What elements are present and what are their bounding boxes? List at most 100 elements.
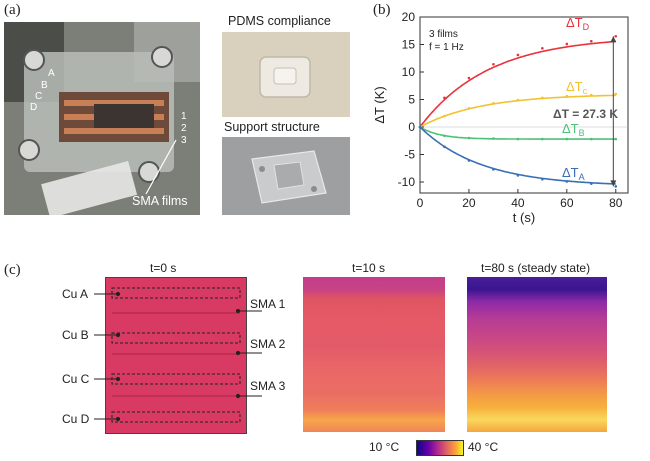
- series-point: [443, 145, 446, 149]
- support-photo: [222, 137, 350, 215]
- series-point: [516, 53, 520, 57]
- series-point: [418, 125, 422, 129]
- series-label-sub: D: [583, 22, 590, 32]
- support-photo-art: [222, 137, 350, 215]
- series-point: [516, 98, 520, 102]
- electrode-letter: A: [48, 68, 55, 79]
- y-tick-label: -5: [404, 148, 415, 162]
- y-tick-label: -10: [398, 175, 416, 189]
- panel-a-label: (a): [4, 2, 21, 18]
- series-point: [467, 107, 471, 110]
- series-point: [492, 102, 495, 105]
- series-point: [589, 93, 593, 97]
- y-tick-label: 20: [402, 10, 416, 24]
- y-axis-label: ΔT (K): [372, 86, 387, 123]
- frame-title-1: t=10 s: [352, 261, 386, 275]
- chart-series: [418, 34, 618, 188]
- series-label: ΔTc: [566, 79, 588, 96]
- span-annotation: ΔT = 27.3 K: [553, 107, 618, 121]
- series-label: ΔTD: [566, 15, 590, 32]
- series-point: [467, 136, 471, 140]
- chart-annotation: f = 1 Hz: [429, 42, 464, 53]
- colorbar-min-label: 10 °C: [369, 440, 400, 454]
- frame-title-2-time: t=80 s: [481, 261, 515, 275]
- y-tick-label: 10: [402, 65, 416, 79]
- temperature-chart: 0 20 40 60 80 -10 -5 0 5 10 15 20 t (s) ΔT (K) 3 film…: [372, 10, 629, 225]
- thermal-frame-t80: [467, 277, 607, 432]
- series-point: [541, 47, 544, 50]
- colorbar: [416, 440, 464, 456]
- electrode-letter: B: [41, 80, 48, 91]
- x-tick-label: 0: [417, 196, 424, 210]
- cu-label-c: Cu C: [62, 372, 90, 386]
- series-point: [492, 168, 495, 171]
- series-label-main: ΔT: [566, 15, 583, 30]
- series-point: [589, 182, 593, 185]
- x-tick-label: 80: [609, 196, 623, 210]
- series-label-sub: A: [579, 172, 585, 182]
- film-number: 2: [181, 123, 187, 134]
- cu-label-a: Cu A: [62, 287, 89, 301]
- series-point: [565, 137, 569, 141]
- x-tick-label: 60: [560, 196, 574, 210]
- pdms-photo: [222, 32, 350, 117]
- panel-c-label: (c): [4, 262, 21, 278]
- x-tick-label: 40: [511, 196, 525, 210]
- colorbar-max-label: 40 °C: [468, 440, 499, 454]
- pdms-caption: PDMS compliance: [228, 14, 331, 28]
- series-point: [614, 92, 618, 96]
- series-point: [467, 76, 471, 80]
- panel-b-label: (b): [373, 2, 391, 18]
- series-label-sub: B: [579, 128, 585, 138]
- chart-axes: 0 20 40 60 80 -10 -5 0 5 10 15 20 t (s) ΔT (K): [372, 10, 629, 225]
- film-number: 3: [181, 135, 187, 146]
- electrode-letter: C: [35, 91, 43, 102]
- span-arrow-head-top: [610, 36, 617, 43]
- frame-title-2: t=80 s (steady state): [481, 261, 590, 275]
- series-label-main: ΔT: [566, 79, 583, 94]
- cu-label-b: Cu B: [62, 328, 89, 342]
- series-point: [516, 137, 520, 141]
- series-point: [565, 94, 569, 98]
- span-arrow-head-bottom: [610, 180, 617, 187]
- thermal-frame-t0: [105, 277, 247, 434]
- series-point: [614, 185, 618, 188]
- support-caption: Support structure: [224, 120, 320, 134]
- series-label-main: ΔT: [562, 165, 579, 180]
- series-point: [614, 34, 618, 38]
- series-label-main: ΔT: [562, 121, 579, 136]
- series-point: [443, 96, 446, 100]
- sma-films-caption: SMA films: [132, 194, 188, 208]
- series-point: [541, 137, 544, 141]
- series-line-0: [419, 40, 616, 128]
- electrode-letter: D: [30, 102, 38, 113]
- x-axis-label: t (s): [513, 210, 535, 225]
- series-point: [443, 114, 446, 118]
- chart-annotation: 3 films: [429, 29, 458, 40]
- pdms-photo-art: [222, 32, 350, 117]
- series-point: [565, 180, 569, 183]
- sma-label-3: SMA 3: [250, 379, 286, 393]
- series-label: ΔTB: [562, 121, 585, 138]
- device-photo: A B C D 1 2 3 SMA films: [4, 22, 200, 215]
- series-point: [589, 39, 593, 43]
- sma-label-2: SMA 2: [250, 337, 286, 351]
- sma-label-1: SMA 1: [250, 297, 286, 311]
- series-point: [565, 42, 569, 46]
- plot-frame: [419, 16, 629, 194]
- device-photo-art: [4, 22, 200, 215]
- series-point: [492, 63, 495, 66]
- frame-title-2-note: (steady state): [517, 261, 591, 275]
- series-point: [443, 134, 446, 138]
- series-point: [541, 96, 544, 100]
- series-point: [516, 174, 520, 177]
- series-label-sub: c: [583, 86, 588, 96]
- film-number: 1: [181, 111, 187, 122]
- series-point: [541, 177, 544, 181]
- y-tick-label: 5: [408, 93, 415, 107]
- series-point: [492, 137, 495, 140]
- cu-label-d: Cu D: [62, 412, 90, 426]
- x-tick-label: 20: [462, 196, 476, 210]
